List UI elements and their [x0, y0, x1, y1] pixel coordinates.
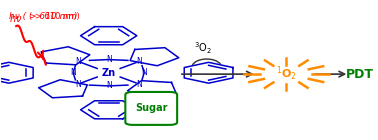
Text: $^3$O$_2$: $^3$O$_2$	[194, 41, 212, 56]
Text: Sugar: Sugar	[135, 103, 167, 113]
FancyBboxPatch shape	[125, 92, 177, 125]
Text: Zn: Zn	[102, 68, 116, 78]
Text: $h\nu$: $h\nu$	[9, 12, 22, 24]
Text: N: N	[70, 68, 76, 77]
Text: N: N	[136, 80, 142, 88]
Text: N: N	[141, 68, 147, 77]
Text: hν ( > 610 nm): hν ( > 610 nm)	[9, 12, 77, 21]
Text: $^1$O$_2$: $^1$O$_2$	[276, 65, 297, 83]
Text: ( > 610 nm): ( > 610 nm)	[29, 12, 80, 21]
Text: N: N	[76, 57, 81, 66]
Text: N: N	[76, 80, 81, 88]
Text: N: N	[106, 81, 112, 90]
Text: N: N	[136, 57, 142, 66]
Text: PDT: PDT	[346, 68, 374, 81]
Text: N: N	[106, 55, 112, 64]
